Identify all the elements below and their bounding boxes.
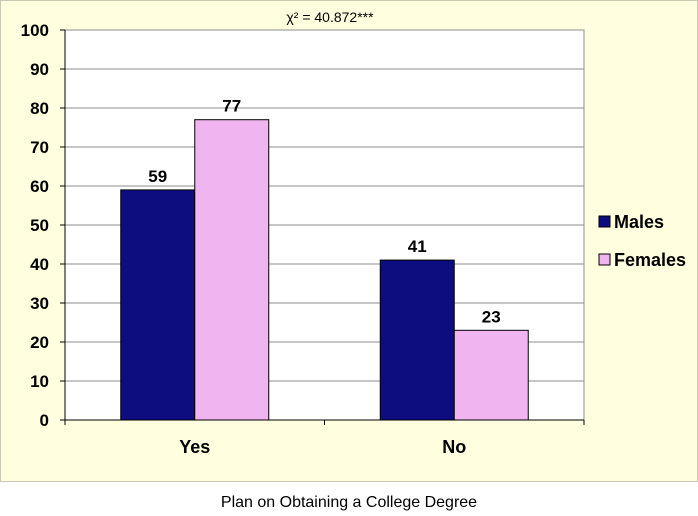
legend-swatch [598,253,611,266]
data-label: 59 [148,167,167,186]
chi-square-annotation: χ² = 40.872*** [286,9,374,25]
y-tick-label: 100 [21,21,49,40]
x-tick-label: Yes [179,437,210,457]
y-tick-label: 20 [30,333,49,352]
bar-females-no [453,329,529,421]
y-tick-label: 30 [30,294,49,313]
legend-label: Males [614,212,664,232]
legend-swatch [598,215,611,228]
legend-label: Females [614,250,686,270]
y-tick-label: 0 [40,411,49,430]
x-tick-label: No [442,437,466,457]
bar-chart: 0 10 20 30 40 50 60 70 80 90 100 Yes 59 77 No 41 23 Males… [21,9,686,457]
data-label: 23 [482,307,501,326]
bar-males-no [379,259,455,421]
y-tick-label: 50 [30,216,49,235]
y-tick-label: 90 [30,60,49,79]
data-label: 77 [222,97,241,116]
y-tick-label: 60 [30,177,49,196]
y-tick-label: 40 [30,255,49,274]
bar-females-yes [194,119,270,421]
data-label: 41 [408,237,427,256]
chart-caption: Plan on Obtaining a College Degree [220,494,478,511]
bar-males-yes [120,189,196,421]
y-tick-label: 70 [30,138,49,157]
y-tick-label: 10 [30,372,49,391]
y-tick-label: 80 [30,99,49,118]
